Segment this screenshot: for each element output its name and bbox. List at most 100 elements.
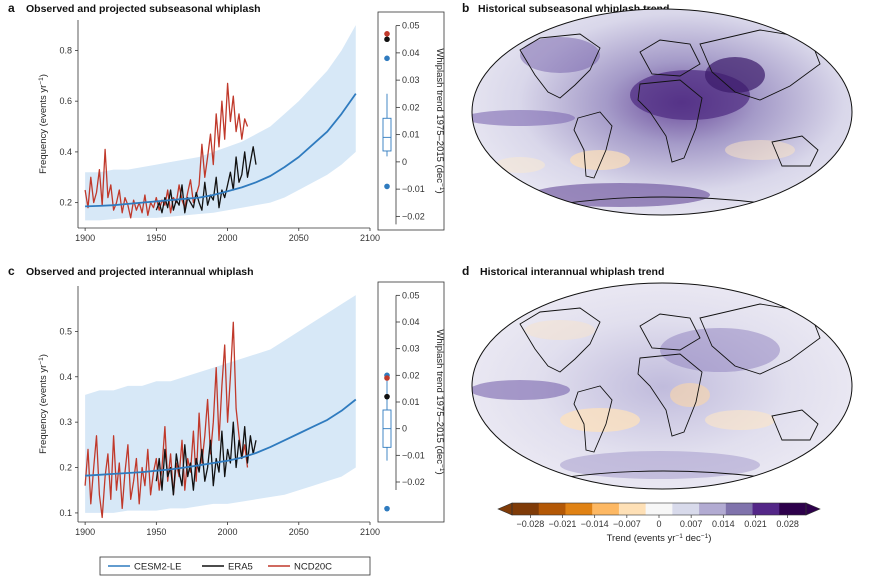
colorbar-label-part-0: Trend (events yr [607,533,676,544]
x-tick-label: 1950 [146,527,166,537]
side-frame [377,11,445,231]
map-b-outline [471,8,853,216]
side-tick-label: −0.02 [402,477,425,487]
y-tick-label: 0.3 [59,417,72,427]
colorbar-segment [752,503,780,515]
map-d-field [472,283,852,489]
trend-point-cesm2-le [384,55,390,62]
side-tick-label: −0.01 [402,450,425,460]
colorbar-tick-label: 0.014 [712,519,735,529]
coastline-4 [699,29,821,101]
colorbar-tick-label: −0.014 [581,519,609,529]
panel-a-trend-box: −0.02 −0.01 0 0.01 0.02 0.03 0.04 0.05 Whiplash … [377,11,446,231]
legend-label-cesm2-le: CESM2-LE [134,562,182,573]
colorbar-label-part-2: dec [683,533,701,544]
trend-point-ncd20c [384,375,390,381]
colorbar-label-part-4: ) [708,533,711,544]
trend-point-ncd20c [384,31,390,37]
colorbar-tick-label: 0.021 [744,519,767,529]
panel-a: a Observed and projected subseasonal whi… [8,1,446,243]
y-axis-label-end: ) [38,74,49,77]
side-tick-label: 0 [402,157,407,167]
x-tick-label: 2050 [289,527,309,537]
side-tick-label: 0.04 [402,317,420,327]
panel-c: c Observed and projected interannual whi… [8,264,446,537]
y-axis-label-sup: −1 [38,77,45,85]
x-tick-label: 1950 [146,233,166,243]
side-tick-label: 0.03 [402,75,420,85]
trend-point-cesm2-le [384,505,390,512]
y-axis-label-end: ) [38,354,49,357]
y-axis-label-base: Frequency (events yr [38,85,49,174]
panel-d: d Historical interannual whiplash trend [462,264,853,490]
series-line-cesm2-le [85,93,357,208]
y-axis-label: Frequency (events yr−1) [38,354,50,454]
side-tick-label: 0.02 [402,102,420,112]
colorbar-label-part-1: −1 [675,533,683,540]
coastline-2 [637,353,703,437]
colorbar-tick-label: 0.007 [680,519,703,529]
side-axis-label-sup: −1 [439,464,446,472]
map-d-outline [471,282,853,490]
colorbar-extend-high [805,502,821,516]
side-axis-label: Whiplash trend 1975–2015 (dec−1) [434,48,446,193]
side-tick-label: 0.05 [402,21,420,31]
colorbar-label-part-3: −1 [701,533,709,540]
series-line-era5 [155,421,257,496]
trend-point-era5 [384,36,390,43]
legend-label-era5: ERA5 [228,562,253,573]
panel-a-plot: 0.2 0.4 0.6 0.8 1900 1950 2000 2050 2100 Frequenc… [38,20,380,243]
colorbar-segment [592,503,620,515]
x-tick-label: 1900 [75,527,95,537]
side-frame [377,281,445,523]
colorbar-segment [538,503,566,515]
y-tick-label: 0.2 [59,198,72,208]
y-tick-label: 0.4 [59,147,72,157]
x-tick-label: 2100 [360,233,380,243]
colorbar-segment [672,503,700,515]
panel-a-title: Observed and projected subseasonal whipl… [26,3,261,15]
panel-letter-d: d [462,264,469,278]
colorbar-label: Trend (events yr−1 dec−1) [607,533,712,545]
legend-frame [99,556,371,576]
coastline-2 [637,79,703,163]
colorbar-tick-label: −0.028 [516,519,544,529]
side-axis-label-base: Whiplash trend 1975–2015 (dec [434,329,445,464]
side-tick-label: −0.01 [402,184,425,194]
coastline-4 [699,303,821,375]
cesm2-le-spread-band [85,25,356,221]
side-axis-label-end: ) [434,190,445,193]
map-b-field [472,9,852,215]
y-axis-label-base: Frequency (events yr [38,365,49,454]
coastline-6 [559,470,771,479]
y-tick-label: 0.4 [59,372,72,382]
colorbar-tick-label: 0 [656,519,661,529]
colorbar-segment [699,503,727,515]
panel-c-title: Observed and projected interannual whipl… [26,266,254,278]
coastline-6 [559,196,771,205]
panel-d-title: Historical interannual whiplash trend [480,266,664,278]
series-line-cesm2-le [85,398,357,477]
panel-letter-b: b [462,1,469,15]
x-tick-label: 2000 [218,233,238,243]
colorbar-tick-label: −0.021 [549,519,577,529]
legend-label-ncd20c: NCD20C [294,562,332,573]
x-tick-label: 1900 [75,233,95,243]
series-line-era5 [155,146,257,214]
side-tick-label: 0.05 [402,290,420,300]
side-tick-label: 0.01 [402,397,420,407]
colorbar-segment [779,503,807,515]
side-tick-label: −0.02 [402,211,425,221]
side-axis-label-base: Whiplash trend 1975–2015 (dec [434,48,445,183]
panel-letter-a: a [8,1,15,15]
trend-point-era5 [384,393,390,400]
coastline-1 [573,111,613,179]
side-tick-label: 0 [402,424,407,434]
colorbar-tick-label: −0.007 [613,519,641,529]
y-tick-label: 0.2 [59,463,72,473]
y-tick-label: 0.5 [59,326,72,336]
colorbar-segment [645,503,673,515]
x-tick-label: 2000 [218,527,238,537]
side-axis-label-end: ) [434,471,445,474]
